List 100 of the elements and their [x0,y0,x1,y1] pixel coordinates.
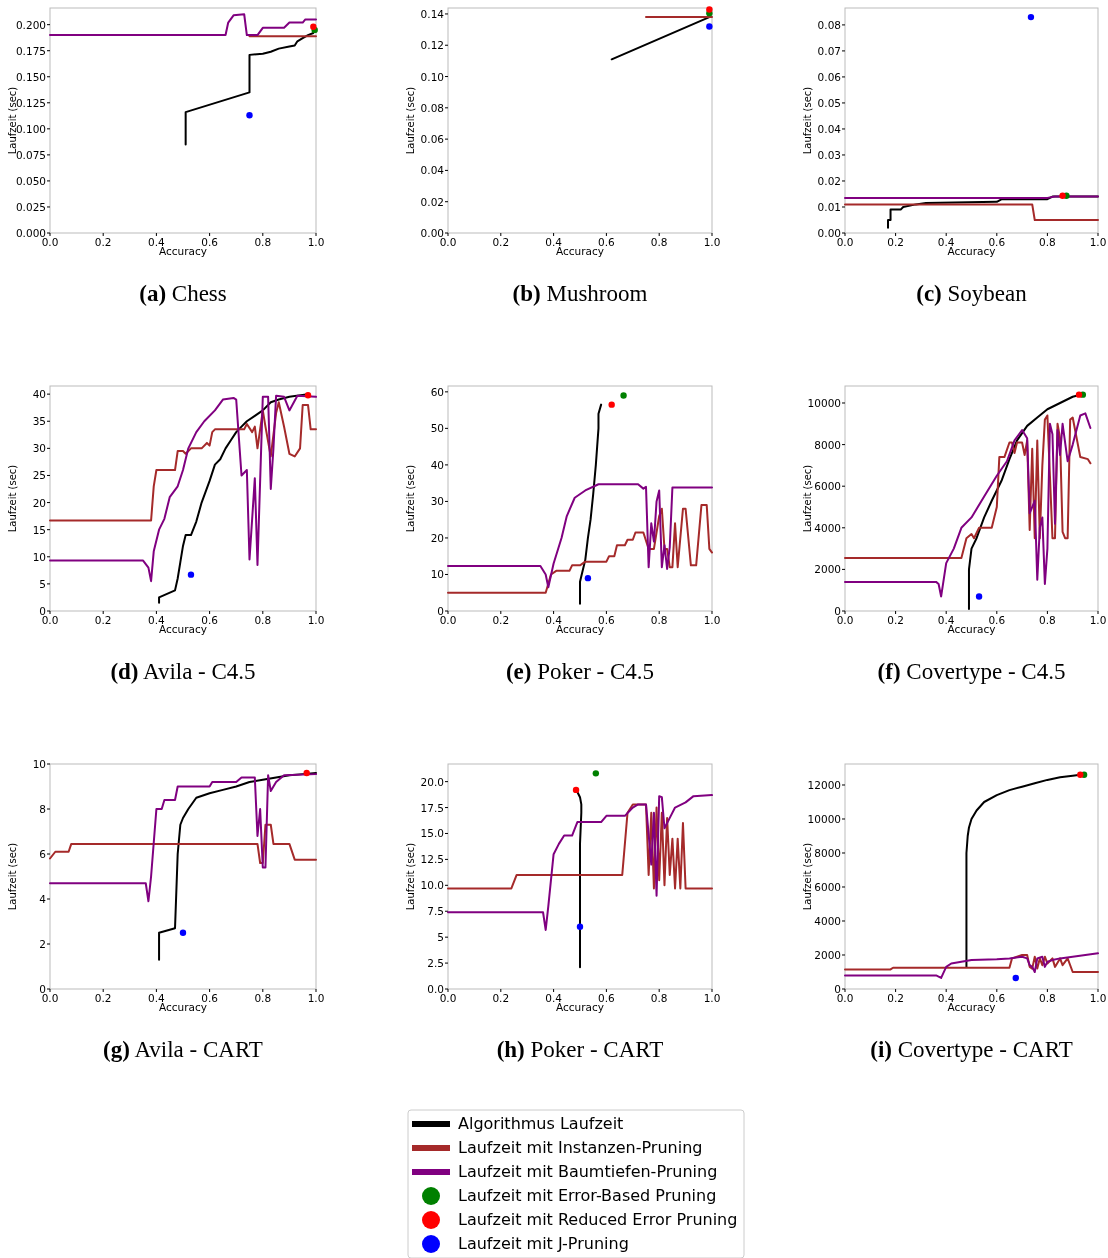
y-tick-label: 30 [430,495,444,508]
y-axis-title: Laufzeit (sec) [405,842,416,911]
line-series [447,483,713,589]
x-axis-title: Accuracy [556,623,604,635]
x-tick-label: 0.6 [201,236,219,248]
y-tick-label: 0.04 [420,164,445,177]
y-tick-label: 2000 [814,563,841,576]
point [246,112,253,119]
y-tick-label: 15 [32,523,46,536]
x-tick-label: 0.4 [148,992,166,1004]
y-tick-label: 4000 [814,915,841,927]
x-tick-label: 1.0 [307,992,325,1004]
x-tick-label: 0.2 [94,236,112,248]
y-tick-label: 4000 [814,521,841,534]
x-tick-label: 1.0 [1089,236,1107,248]
y-axis-title: Laufzeit (sec) [405,86,416,155]
y-tick-label: 5 [437,931,444,944]
x-tick-label: 0.2 [94,614,112,626]
y-tick-label: 0.06 [817,70,842,83]
y-tick-label: 2000 [814,949,841,961]
y-tick-label: 7.5 [427,905,444,918]
x-tick-label: 0.6 [988,236,1006,248]
y-tick-label: 0 [39,605,46,617]
x-tick-label: 0.6 [201,992,219,1004]
text: (a) Chess [139,281,227,306]
y-tick-label: 40 [430,458,444,471]
x-tick-label: 0.4 [148,614,166,626]
y-tick-label: 50 [430,422,444,435]
x-tick-label: 0.6 [988,614,1006,626]
y-axis-title: Laufzeit (sec) [802,464,813,533]
x-tick-label: 0.4 [545,614,563,626]
line-series [579,403,603,605]
y-tick-label: 35 [32,415,46,428]
x-tick-label: 0.4 [148,236,166,248]
x-tick-label: 0.6 [598,236,616,248]
y-tick-label: 12000 [807,779,841,791]
x-axis-title: Accuracy [556,245,604,257]
x-tick-label: 1.0 [1089,614,1107,626]
x-tick-label: 0.6 [598,614,616,626]
y-tick-label: 10000 [807,396,841,409]
y-tick-label: 5 [39,577,46,590]
point [592,770,600,777]
line-series [49,394,317,583]
x-tick-label: 0.4 [937,992,955,1004]
y-axis-title: Laufzeit (sec) [405,464,416,533]
y-tick-label: 0 [437,605,444,617]
y-tick-label: 4 [39,893,47,905]
y-tick-label: 0.05 [817,96,841,109]
y-tick-label: 0.100 [15,122,46,135]
x-axis-title: Accuracy [947,245,996,257]
y-tick-label: 17.5 [420,801,444,814]
y-tick-label: 0.10 [420,70,444,83]
line-series [49,401,317,522]
point [572,786,580,794]
x-axis-title: Accuracy [159,245,207,257]
x-tick-label: 0.2 [887,992,904,1004]
legend-label: Algorithmus Laufzeit [458,1114,624,1133]
line-series [447,504,713,594]
x-axis-title: Accuracy [947,1001,996,1013]
point [608,401,615,408]
x-tick-label: 1.0 [703,614,721,626]
legend-label: Laufzeit mit Baumtiefen-Pruning [458,1162,718,1181]
x-tick-label: 1.0 [1089,992,1107,1004]
y-tick-label: 6000 [814,881,841,893]
y-tick-label: 0.03 [817,148,841,161]
x-tick-label: 1.0 [703,236,721,248]
y-tick-label: 0.075 [15,148,46,161]
x-tick-label: 0.8 [1039,992,1056,1004]
legend-label: Laufzeit mit Error-Based Pruning [458,1186,717,1205]
x-tick-label: 0.8 [650,614,668,626]
y-axis-title: Laufzeit (sec) [802,86,813,155]
y-tick-label: 0.14 [420,7,445,20]
y-tick-label: 8 [39,803,46,815]
x-tick-label: 0.2 [492,614,510,626]
x-tick-label: 0.2 [492,992,510,1004]
line-series [844,414,1092,559]
y-axis-title: Laufzeit (sec) [7,842,18,911]
x-tick-label: 1.0 [307,236,325,248]
y-tick-label: 30 [32,442,46,455]
y-tick-label: 25 [32,469,46,482]
x-axis-title: Accuracy [159,623,207,635]
y-tick-label: 0.175 [15,44,46,57]
y-tick-label: 0.0 [427,983,444,995]
x-tick-label: 0.6 [201,614,219,626]
y-tick-label: 0.00 [420,227,444,239]
y-tick-label: 0.07 [817,44,841,57]
text: (f) Covertype - C4.5 [877,659,1066,684]
x-tick-label: 0.8 [650,236,668,248]
line-series [447,794,713,931]
x-tick-label: 0.4 [937,614,955,626]
y-tick-label: 0.12 [420,39,444,52]
point [576,923,584,930]
y-axis-title: Laufzeit (sec) [7,464,18,533]
y-tick-label: 6 [39,848,47,860]
y-axis-title: Laufzeit (sec) [802,842,813,911]
y-tick-label: 12.5 [420,853,444,866]
text: (g) Avila - CART [103,1037,263,1062]
x-tick-label: 0.8 [254,236,272,248]
y-tick-label: 8000 [814,438,841,451]
text: (h) Poker - CART [496,1037,664,1062]
